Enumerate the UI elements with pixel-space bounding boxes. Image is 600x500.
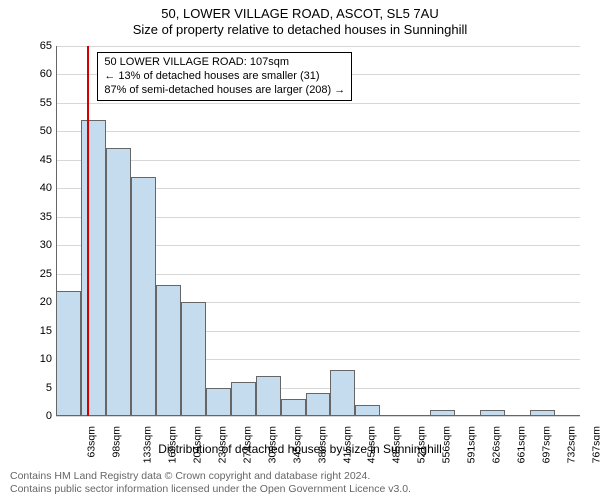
x-axis-label: Distribution of detached houses by size … (0, 442, 600, 456)
y-tick-label: 5 (46, 382, 56, 394)
annotation-line-2: ← 13% of detached houses are smaller (31… (104, 70, 345, 84)
y-tick-label: 25 (40, 268, 56, 280)
histogram-bar (106, 148, 131, 416)
y-tick-label: 0 (46, 410, 56, 422)
y-tick-label: 60 (40, 68, 56, 80)
title-line-1: 50, LOWER VILLAGE ROAD, ASCOT, SL5 7AU (0, 6, 600, 21)
credit-line-1: Contains HM Land Registry data © Crown c… (10, 470, 411, 483)
histogram-bar (330, 370, 355, 416)
histogram-bar (131, 177, 156, 416)
histogram-bar (256, 376, 281, 416)
histogram-bar (56, 291, 81, 416)
gridline (56, 160, 580, 161)
y-tick-label: 35 (40, 211, 56, 223)
chart-title: 50, LOWER VILLAGE ROAD, ASCOT, SL5 7AU S… (0, 0, 600, 37)
y-tick-label: 30 (40, 239, 56, 251)
annotation-line-3: 87% of semi-detached houses are larger (… (104, 84, 345, 98)
annotation-line-1: 50 LOWER VILLAGE ROAD: 107sqm (104, 56, 345, 70)
y-tick-label: 55 (40, 97, 56, 109)
histogram-bar (306, 393, 331, 416)
gridline (56, 131, 580, 132)
histogram-bar (156, 285, 181, 416)
credit-line-2: Contains public sector information licen… (10, 483, 411, 496)
gridline (56, 46, 580, 47)
gridline (56, 103, 580, 104)
y-tick-label: 15 (40, 325, 56, 337)
marker-line (87, 46, 89, 416)
y-tick-label: 40 (40, 182, 56, 194)
y-tick-label: 10 (40, 353, 56, 365)
histogram-bar (281, 399, 306, 416)
histogram-bar (206, 388, 231, 416)
annotation-box: 50 LOWER VILLAGE ROAD: 107sqm← 13% of de… (97, 52, 352, 101)
y-tick-label: 50 (40, 125, 56, 137)
histogram-bar (81, 120, 106, 416)
y-tick-label: 20 (40, 296, 56, 308)
y-tick-label: 45 (40, 154, 56, 166)
chart-plot-area: Number of detached properties 0510152025… (56, 46, 580, 416)
credit-text: Contains HM Land Registry data © Crown c… (10, 470, 411, 496)
histogram-bar (231, 382, 256, 416)
histogram-bar (181, 302, 206, 416)
title-line-2: Size of property relative to detached ho… (0, 22, 600, 37)
y-tick-label: 65 (40, 40, 56, 52)
y-axis-line (56, 46, 57, 416)
